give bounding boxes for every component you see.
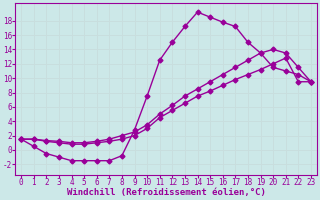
X-axis label: Windchill (Refroidissement éolien,°C): Windchill (Refroidissement éolien,°C) [67,188,266,197]
